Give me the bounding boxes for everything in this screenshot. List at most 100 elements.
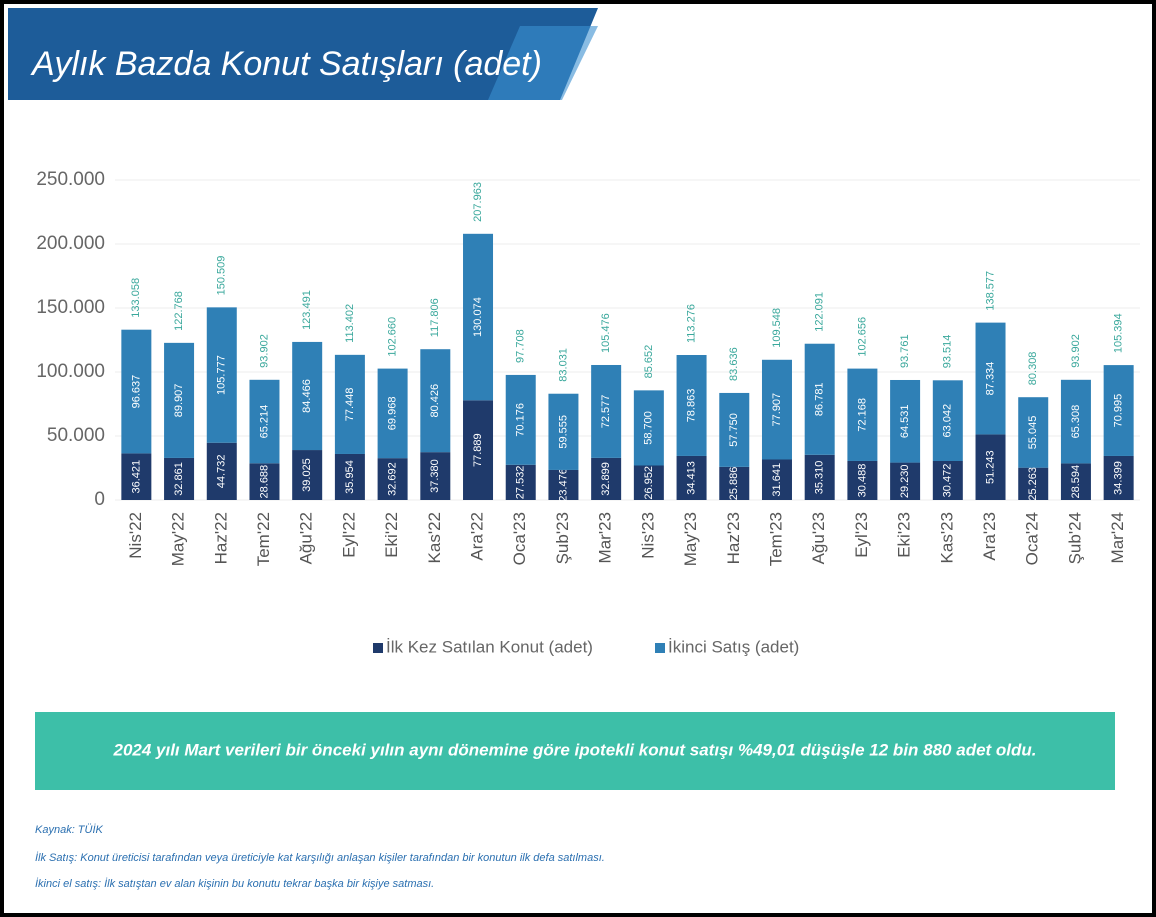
- value-label: 34.399: [1113, 461, 1125, 495]
- x-tick-label: Ağu'22: [297, 512, 316, 564]
- total-label: 93.514: [942, 335, 954, 369]
- value-label: 70.995: [1113, 394, 1125, 428]
- value-label: 28.594: [1070, 465, 1082, 499]
- total-label: 109.548: [771, 308, 783, 348]
- value-label: 30.488: [856, 464, 868, 498]
- value-label: 65.214: [258, 405, 270, 439]
- bar-segment: [804, 343, 835, 455]
- bar-segment: [1103, 365, 1134, 456]
- x-tick-label: Şub'24: [1065, 512, 1084, 564]
- total-label: 133.058: [130, 278, 142, 318]
- x-tick-label: May'22: [169, 512, 188, 566]
- total-label: 138.577: [984, 271, 996, 311]
- bar-segment: [1018, 467, 1049, 500]
- total-label: 123.491: [301, 290, 313, 330]
- y-tick-label: 150.000: [36, 297, 105, 318]
- value-label: 57.750: [728, 413, 740, 447]
- bar-segment: [164, 342, 195, 458]
- total-label: 113.402: [344, 304, 356, 343]
- bar-segment: [121, 453, 152, 500]
- y-tick-label: 50.000: [47, 425, 105, 446]
- bar-segment: [463, 400, 494, 500]
- value-label: 59.555: [557, 415, 569, 449]
- bar-segment: [292, 450, 323, 500]
- value-label: 87.334: [984, 362, 996, 396]
- bar-segment: [249, 463, 280, 500]
- bar-segment: [847, 460, 878, 500]
- value-label: 72.577: [600, 395, 612, 429]
- bar-segment: [164, 457, 195, 500]
- value-label: 35.310: [814, 461, 826, 495]
- x-tick-label: Tem'23: [766, 512, 785, 566]
- x-tick-label: Mar'24: [1108, 512, 1127, 563]
- value-label: 77.907: [771, 393, 783, 427]
- bar-segment: [121, 329, 152, 454]
- value-label: 86.781: [814, 382, 826, 416]
- x-tick-label: Şub'23: [553, 512, 572, 564]
- bar-segment: [847, 368, 878, 461]
- legend-swatch: [655, 643, 665, 653]
- bar-segment: [975, 322, 1006, 435]
- y-tick-label: 100.000: [36, 361, 105, 382]
- x-tick-label: Tem'22: [254, 512, 273, 566]
- total-label: 117.806: [429, 298, 441, 337]
- bar-segment: [761, 459, 792, 500]
- total-label: 122.768: [173, 291, 185, 331]
- note: İkinci el satış: İlk satıştan ev alan ki…: [35, 878, 434, 890]
- y-tick-label: 0: [94, 489, 105, 510]
- x-tick-label: Ara'23: [980, 512, 999, 561]
- value-label: 105.777: [216, 355, 228, 395]
- total-label: 122.091: [814, 292, 826, 332]
- value-label: 89.907: [173, 384, 185, 418]
- x-tick-label: Eyl'22: [339, 512, 358, 558]
- value-label: 35.954: [344, 460, 356, 494]
- bar-segment: [505, 464, 536, 500]
- total-label: 113.276: [685, 304, 697, 343]
- x-tick-label: Ara'22: [468, 512, 487, 561]
- value-label: 31.641: [771, 463, 783, 497]
- total-label: 97.708: [515, 329, 527, 363]
- bar-segment: [1103, 455, 1134, 500]
- bar-segment: [1060, 463, 1091, 500]
- x-tick-label: Eki'23: [895, 512, 914, 558]
- x-tick-label: Kas'23: [937, 512, 956, 563]
- value-label: 39.025: [301, 458, 313, 492]
- value-label: 78.863: [685, 389, 697, 423]
- y-tick-label: 200.000: [36, 233, 105, 254]
- total-label: 102.656: [856, 317, 868, 357]
- value-label: 44.732: [216, 455, 228, 489]
- value-label: 25.263: [1027, 467, 1039, 501]
- bar-segment: [719, 466, 750, 500]
- source: Kaynak: TÜİK: [35, 824, 104, 836]
- value-label: 51.243: [984, 450, 996, 484]
- x-tick-label: Haz'22: [211, 512, 230, 564]
- value-label: 70.176: [515, 403, 527, 437]
- bar-segment: [591, 364, 622, 458]
- bar-segment: [975, 434, 1006, 500]
- bar-segment: [206, 442, 237, 500]
- x-tick-label: Nis'23: [638, 512, 657, 559]
- value-label: 69.968: [387, 397, 399, 431]
- bar-segment: [932, 460, 963, 500]
- x-tick-label: Ağu'23: [809, 512, 828, 564]
- total-label: 93.761: [899, 334, 911, 368]
- value-label: 96.637: [130, 375, 142, 409]
- legend-label: İkinci Satış (adet): [668, 637, 799, 656]
- bar-segment: [719, 392, 750, 467]
- value-label: 37.380: [429, 459, 441, 493]
- total-label: 93.902: [1070, 334, 1082, 368]
- bar-segment: [1060, 379, 1091, 464]
- value-label: 64.531: [899, 404, 911, 438]
- info-banner: [35, 712, 1115, 790]
- value-label: 32.861: [173, 462, 185, 496]
- value-label: 84.466: [301, 379, 313, 413]
- bar-segment: [633, 465, 664, 500]
- value-label: 26.952: [643, 466, 655, 500]
- value-label: 27.532: [515, 466, 527, 500]
- bar-segment: [804, 454, 835, 500]
- bar-segment: [1018, 397, 1049, 468]
- value-label: 72.168: [856, 398, 868, 432]
- value-label: 77.448: [344, 388, 356, 422]
- note: İlk Satış: Konut üreticisi tarafından ve…: [35, 852, 605, 864]
